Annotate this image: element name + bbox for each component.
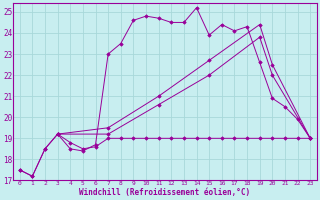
X-axis label: Windchill (Refroidissement éolien,°C): Windchill (Refroidissement éolien,°C): [79, 188, 251, 197]
